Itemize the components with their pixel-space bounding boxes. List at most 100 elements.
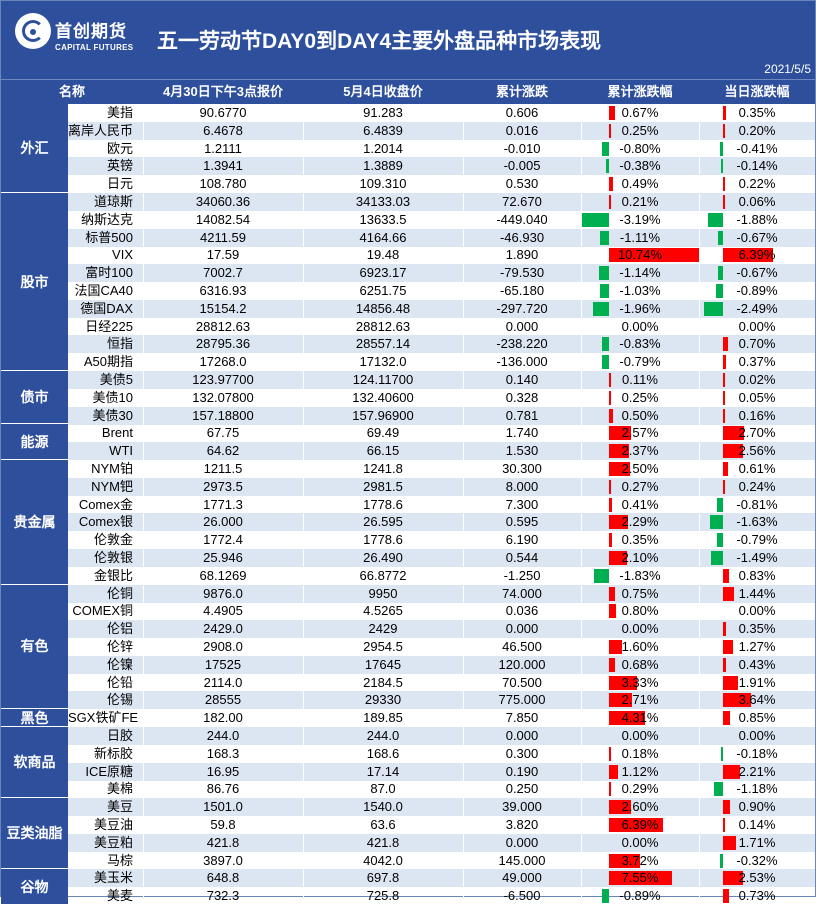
table-row: VIX 17.59 19.48 1.890 10.74% 6.39%	[68, 246, 815, 264]
day-pct-label: 0.35%	[738, 105, 776, 120]
cum-pct-bar	[609, 693, 632, 708]
day-pct-label: 2.21%	[738, 763, 776, 779]
prev-price: 4.4905	[203, 603, 243, 619]
close-price: 66.8772	[359, 567, 407, 583]
day-pct-label: 0.90%	[738, 799, 776, 815]
cum-pct-bar	[592, 301, 609, 316]
prev-price: 17268.0	[199, 354, 247, 370]
cum-pct-label: 0.00%	[621, 834, 659, 850]
table-row: SGX铁矿FE 182.00 189.85 7.850 4.31% 0.85%	[68, 709, 815, 727]
close-price: 697.8	[366, 870, 400, 886]
cum-pct-label: -1.11%	[619, 229, 661, 245]
table-row: NYM铂 1211.5 1241.8 30.300 2.50% 0.61%	[68, 460, 815, 478]
prev-price: 7002.7	[203, 265, 243, 281]
day-pct-bar	[723, 195, 725, 209]
day-pct-bar	[723, 390, 725, 405]
prev-price: 16.95	[206, 763, 240, 779]
prev-price: 732.3	[206, 888, 240, 904]
instrument-name: 美债5	[99, 372, 133, 387]
table-row: 富时100 7002.7 6923.17 -79.530 -1.14% -0.67%	[68, 264, 815, 283]
cum-pct-bar	[609, 640, 623, 654]
prev-price: 67.75	[206, 425, 240, 441]
instrument-name: 美豆粕	[93, 834, 133, 850]
day-pct-bar	[723, 764, 741, 779]
instrument-name: 伦锡	[106, 692, 133, 708]
cum-change: -0.005	[503, 158, 541, 174]
cum-change: -238.220	[496, 336, 548, 352]
prev-price: 182.00	[203, 710, 243, 726]
cum-pct-label: -3.19%	[619, 211, 661, 227]
instrument-name: SGX铁矿FE	[68, 710, 139, 726]
day-pct-label: -2.49%	[736, 300, 778, 316]
table-row: 恒指 28795.36 28557.14 -238.220 -0.83% 0.70%	[68, 335, 815, 354]
table-row: 欧元 1.2111 1.2014 -0.010 -0.80% -0.41%	[68, 140, 815, 158]
cum-change: -0.010	[503, 140, 541, 156]
cum-pct-bar	[609, 746, 611, 761]
prev-price: 648.8	[206, 870, 240, 886]
category-label: 债市	[1, 371, 68, 425]
close-price: 1241.8	[363, 461, 403, 476]
day-pct-label: -1.88%	[736, 211, 778, 227]
cum-change: 0.606	[505, 105, 539, 120]
close-price: 34133.03	[355, 194, 411, 209]
day-pct-bar	[723, 444, 744, 459]
close-price: 1778.6	[363, 496, 403, 512]
cum-change: 0.140	[505, 372, 539, 387]
instrument-name: 法国CA40	[74, 283, 133, 298]
cum-change: 145.000	[498, 852, 546, 868]
category-label: 谷物	[1, 869, 68, 905]
cum-pct-label: -0.38%	[619, 158, 661, 174]
table-row: 伦铝 2429.0 2429 0.000 0.00% 0.35%	[68, 620, 815, 639]
instrument-name: Comex金	[78, 496, 133, 512]
day-pct-bar	[716, 533, 723, 548]
cum-pct-bar	[609, 533, 612, 548]
day-pct-label: -0.41%	[736, 140, 778, 156]
close-price: 157.96900	[352, 407, 414, 423]
close-price: 2184.5	[363, 674, 403, 690]
category-label: 贵金属	[1, 460, 68, 585]
day-pct-bar	[723, 800, 731, 815]
day-pct-label: 3.64%	[738, 692, 776, 708]
table-row: 伦敦金 1772.4 1778.6 6.190 0.35% -0.79%	[68, 531, 815, 549]
instrument-name: 美棉	[106, 781, 133, 797]
day-pct-bar	[717, 266, 723, 281]
cum-change: 1.890	[505, 247, 539, 263]
close-price: 244.0	[366, 728, 400, 743]
close-price: 69.49	[366, 425, 400, 441]
day-pct-label: 0.83%	[738, 567, 776, 583]
close-price: 1.3889	[363, 158, 403, 174]
table-row: COMEX铜 4.4905 4.5265 0.036 0.80% 0.00%	[68, 602, 815, 620]
prev-price: 68.1269	[199, 567, 247, 583]
day-pct-label: 1.71%	[738, 834, 776, 850]
day-pct-bar	[723, 479, 725, 494]
instrument-name: 新标胶	[93, 745, 133, 761]
cum-change: 0.000	[505, 728, 539, 743]
day-pct-label: 0.16%	[738, 407, 776, 423]
cum-pct-bar	[609, 373, 611, 387]
instrument-name: 日经225	[85, 318, 133, 334]
cum-pct-bar	[600, 284, 609, 298]
cum-change: 74.000	[502, 585, 542, 601]
cum-pct-label: 0.00%	[621, 621, 659, 637]
table-row: 美债5 123.97700 124.11700 0.140 0.11% 0.02%	[68, 371, 815, 389]
prev-price: 6.4678	[203, 122, 243, 138]
day-pct-bar	[723, 675, 738, 690]
day-pct-bar	[723, 426, 745, 441]
close-price: 421.8	[366, 834, 400, 850]
cum-pct-label: 0.00%	[621, 728, 659, 743]
instrument-name: A50期指	[83, 354, 133, 370]
prev-price: 4211.59	[199, 229, 247, 245]
cum-pct-label: 10.74%	[617, 247, 663, 263]
cum-pct-label: -1.03%	[619, 283, 661, 298]
day-pct-bar	[723, 640, 733, 654]
day-pct-label: 2.56%	[738, 443, 776, 459]
close-price: 6.4839	[363, 122, 403, 138]
cum-change: 0.000	[505, 621, 539, 637]
cum-change: -65.180	[499, 283, 545, 298]
cum-pct-bar	[609, 515, 629, 530]
prev-price: 59.8	[210, 817, 236, 832]
col-header-name: 名称	[58, 84, 85, 99]
day-pct-label: 0.24%	[738, 478, 776, 494]
column-divider	[303, 104, 304, 905]
day-pct-bar	[723, 355, 726, 370]
